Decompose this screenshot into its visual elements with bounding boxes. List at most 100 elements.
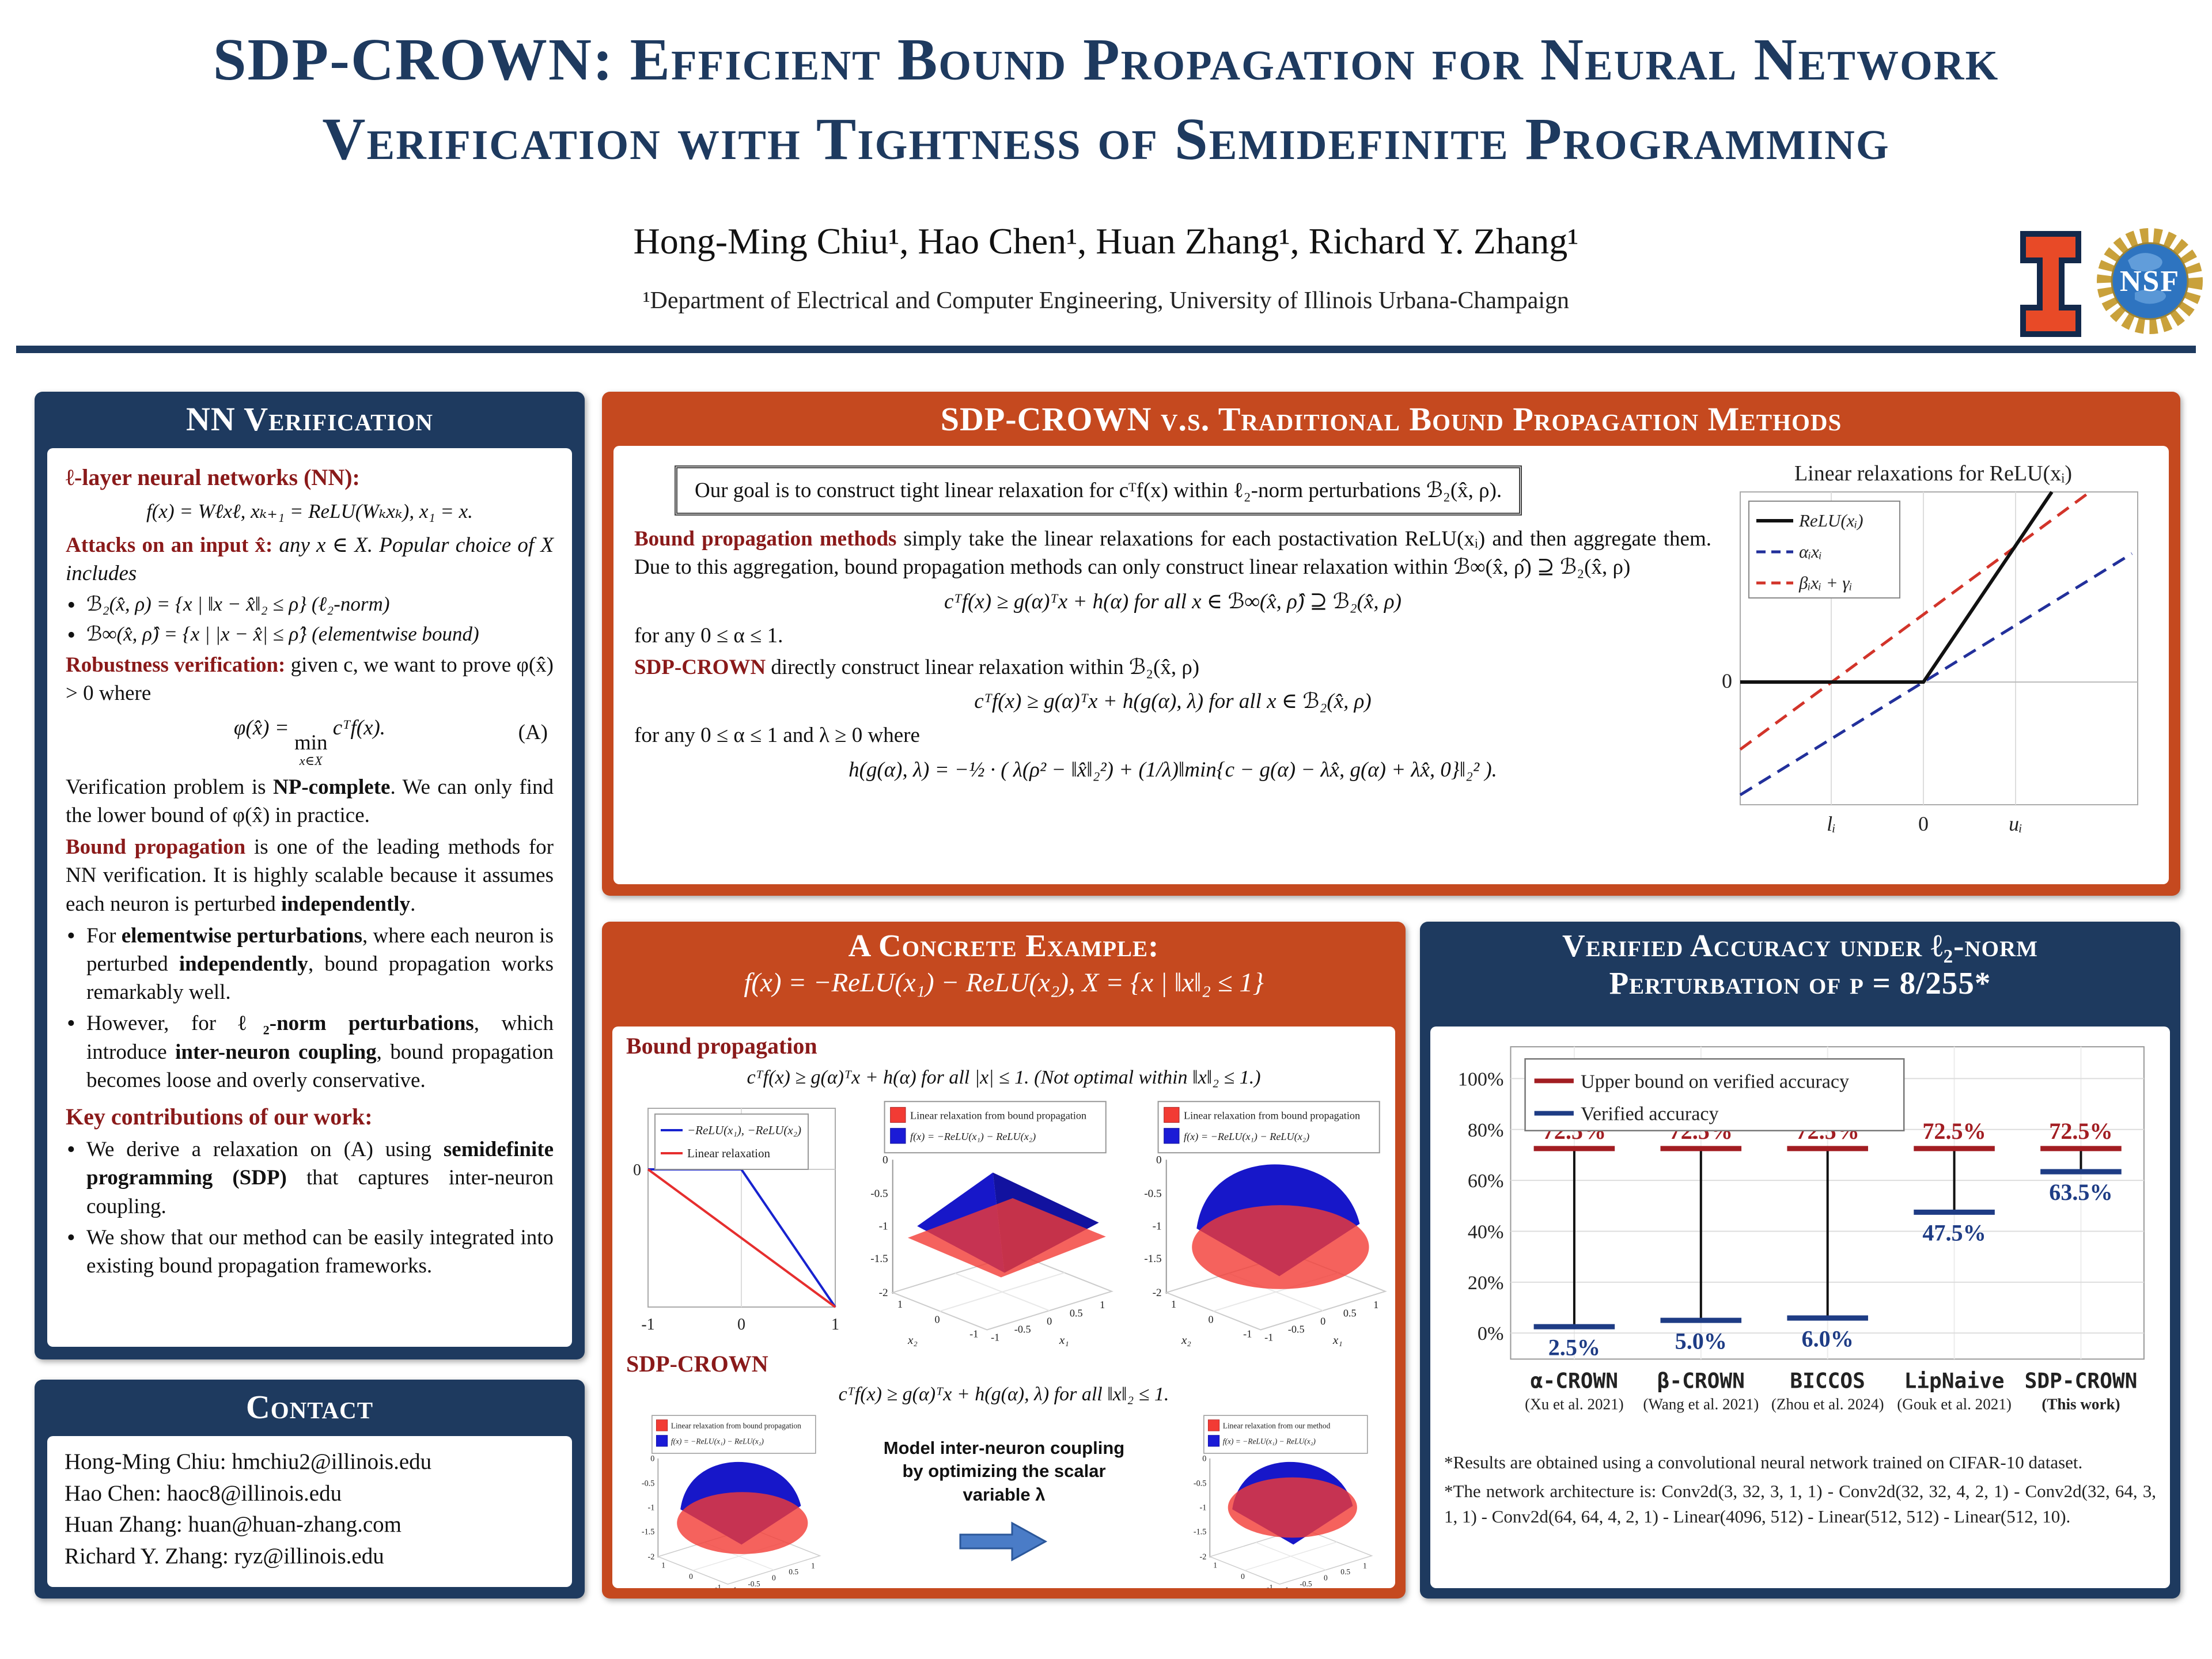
p3-x2tick2: 0: [1209, 1313, 1214, 1325]
p2-x1tick4: 0.5: [1070, 1307, 1083, 1319]
cat-lipnaive: LipNaive: [1904, 1369, 2005, 1393]
nn-np-t2: . We can only find the lower bound of φ(…: [66, 775, 554, 828]
contact-line-1: Hong-Ming Chiu: hmchiu2@illinois.edu: [65, 1449, 432, 1474]
example-3d-plot-bottom-left: 0 -0.5 -1 -1.5 -2 1 0 -1 x₂: [642, 1415, 821, 1588]
p4-x2label: x₂: [669, 1587, 677, 1588]
nn-ew-t2: , where each neuron is perturbed: [86, 923, 554, 976]
p5-ztick2: -0.5: [1194, 1479, 1206, 1488]
nn-ew-t3: , bound propagation works remarkably wel…: [86, 952, 554, 1005]
nn-bullet-linfball: ℬ∞(x̂, ρ̂) = {x | |x − x̂| ≤ ρ̂} (elemen…: [66, 620, 554, 652]
relu-xtick-ui: uᵢ: [2009, 812, 2022, 835]
nn-robustness-rest: given c, we want to prove φ(x̂) > 0 wher…: [66, 653, 554, 706]
contact-line-2: Hao Chen: haoc8@illinois.edu: [65, 1480, 342, 1506]
p4-x1tick2: -0.5: [748, 1580, 760, 1588]
p4-surfaces: [677, 1461, 808, 1554]
p4-x2tick1: 1: [661, 1561, 665, 1570]
nn-min-word: min: [294, 730, 328, 755]
authors: Hong-Ming Chiu¹, Hao Chen¹, Huan Zhang¹,…: [633, 221, 1579, 262]
nn-phi-min: min x∈X: [294, 732, 328, 767]
p5-ztick5: -2: [1200, 1552, 1207, 1562]
p4-ztick4: -1.5: [642, 1527, 654, 1536]
comparison-para-sdp: SDP-CROWN directly construct linear rela…: [634, 653, 1711, 681]
p3-ztick2: -0.5: [1144, 1188, 1161, 1200]
comparison-panel-body: Our goal is to construct tight linear re…: [613, 446, 2169, 884]
p1-xtick-m1: -1: [641, 1316, 654, 1334]
nn-l2-b2: inter-neuron coupling: [175, 1040, 377, 1064]
nn-para-bound-prop: Bound propagation is one of the leading …: [66, 833, 554, 918]
relu-xtick-0: 0: [1918, 812, 1929, 835]
ytick-20: 20%: [1468, 1272, 1504, 1294]
p2-x1tick3: 0: [1047, 1315, 1052, 1327]
ytick-60: 60%: [1468, 1171, 1504, 1192]
nn-np-bold: NP-complete: [273, 775, 391, 799]
cat-biccos: BICCOS: [1790, 1369, 1865, 1393]
panel-accuracy: Verified Accuracy under ℓ₂-norm Perturba…: [1420, 922, 2180, 1599]
example-2d-plot: −ReLU(x₁), −ReLU(x₂) Linear relaxation -…: [633, 1108, 839, 1334]
p2-x2tick1: 1: [897, 1298, 903, 1310]
nn-ew-b2: independently: [179, 952, 308, 976]
p2-ztick3: -1: [879, 1221, 888, 1233]
p3-ztick3: -1: [1153, 1221, 1162, 1233]
p5-tick-labels: 1 0 -1 x₂ -1 -0.5 0 0.5 1 x₁: [1213, 1561, 1366, 1588]
p2-ztick4: -1.5: [870, 1253, 888, 1265]
relu-plot-ticks: lᵢ 0 uᵢ 0: [1722, 669, 2022, 835]
verified-label-1: 5.0%: [1675, 1328, 1727, 1354]
p4-x1tick1: -1: [730, 1585, 737, 1588]
p4-x1tick3: 0: [772, 1573, 776, 1582]
relu-xtick-li: lᵢ: [1827, 812, 1836, 835]
chart-legend-verified: Verified accuracy: [1581, 1104, 1719, 1125]
nn-bullet-integration: We show that our method can be easily in…: [66, 1222, 554, 1280]
nn-formula-network: f(x) = Wℓxℓ, xₖ₊₁ = ReLU(Wₖxₖ), x₁ = x.: [146, 500, 473, 523]
relu-legend-alpha: αᵢxᵢ: [1799, 541, 1822, 562]
p1-xtick-0: 0: [737, 1316, 745, 1334]
contact-panel-title: Contact: [245, 1388, 374, 1426]
ref-alpha-crown: (Xu et al. 2021): [1525, 1396, 1624, 1413]
p5-x2tick3: -1: [1267, 1583, 1273, 1588]
p5-legend: Linear relaxation from our method f(x) =…: [1203, 1415, 1368, 1454]
p3-ztick4: -1.5: [1144, 1253, 1161, 1265]
p3-surfaces: [1192, 1164, 1369, 1289]
p3-x1tick4: 0.5: [1343, 1307, 1357, 1319]
nn-ew-b1: elementwise perturbations: [121, 923, 362, 948]
accuracy-title-line1: Verified Accuracy under ℓ₂-norm: [1562, 928, 2038, 963]
p5-ztick4: -1.5: [1194, 1527, 1206, 1536]
p3-x2label: x₂: [1181, 1333, 1191, 1347]
p4-x2tick3: -1: [715, 1583, 721, 1588]
comparison-note-2: for any 0 ≤ α ≤ 1 and λ ≥ 0 where: [634, 724, 920, 748]
p3-tick-labels: 1 0 -1 x₂ -1 -0.5 0 0.5 1 x₁: [1171, 1298, 1378, 1347]
nn-robustness-lead: Robustness verification:: [66, 653, 286, 677]
nn-ew-t1: For: [86, 923, 122, 948]
footnote-dataset: *Results are obtained using a convolutio…: [1444, 1452, 2083, 1472]
nn-int-t1: We show that our method can be easily in…: [86, 1225, 554, 1278]
verified-label-3: 47.5%: [1922, 1220, 1986, 1246]
p5-x2tick1: 1: [1213, 1561, 1217, 1570]
nn-l2-b1: ℓ₂-norm perturbations: [238, 1012, 474, 1036]
p3-legend: Linear relaxation from bound propagation…: [1157, 1101, 1380, 1154]
comparison-panel-title: SDP-CROWN v.s. Traditional Bound Propaga…: [940, 400, 1842, 438]
nn-panel-body: ℓ-layer neural networks (NN): f(x) = Wℓx…: [47, 448, 572, 1347]
cmp-sdp-lead: SDP-CROWN: [634, 656, 766, 680]
p1-legend: −ReLU(x₁), −ReLU(x₂) Linear relaxation: [654, 1113, 809, 1170]
relu-plot-series: [1739, 490, 2133, 797]
relu-ytick-0: 0: [1722, 669, 1732, 692]
relu-plot-title: Linear relaxations for ReLU(xᵢ): [1794, 461, 2072, 486]
ytick-100: 100%: [1458, 1069, 1504, 1090]
bar-group-sdp-crown: 72.5% 63.5%: [2040, 1118, 2122, 1205]
p3-x2tick3: -1: [1243, 1328, 1252, 1340]
nn-bp-t2: .: [410, 892, 416, 916]
illinois-logo-icon: [2020, 231, 2081, 337]
nn-l2-t2: , which introduce: [86, 1012, 554, 1064]
cat-alpha-crown: α-CROWN: [1531, 1369, 1618, 1393]
nsf-logo-text: NSF: [2120, 265, 2180, 298]
cat-sdp-crown: SDP-CROWN: [2025, 1369, 2138, 1393]
nn-attacks-lead: Attacks on an input x̂:: [66, 533, 273, 557]
p1-ytick-0: 0: [633, 1161, 641, 1179]
nsf-logo-icon: NSF: [2097, 228, 2203, 334]
p2-legend-blue: f(x) = −ReLU(x₁) − ReLU(x₂): [910, 1131, 1036, 1143]
contact-panel-body: Hong-Ming Chiu: hmchiu2@illinois.edu Hao…: [47, 1436, 572, 1587]
affiliation: ¹Department of Electrical and Computer E…: [642, 287, 1570, 314]
p3-x1label: x₁: [1332, 1333, 1343, 1347]
right-arrow-icon: [959, 1521, 1048, 1562]
p3-ztick5: -2: [1153, 1287, 1162, 1299]
